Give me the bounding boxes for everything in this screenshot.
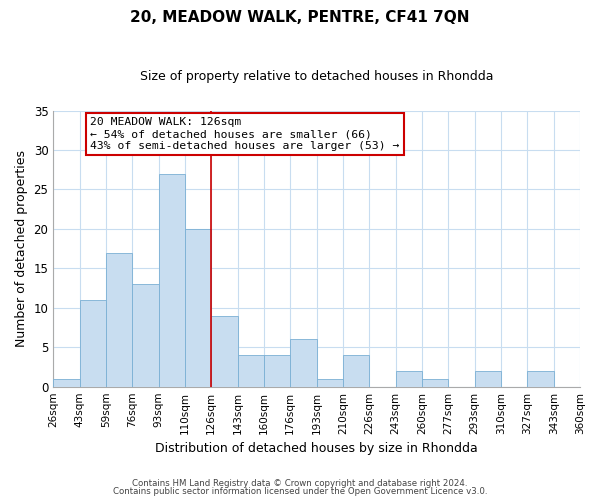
Y-axis label: Number of detached properties: Number of detached properties bbox=[15, 150, 28, 347]
Bar bbox=[343, 355, 370, 386]
Bar bbox=[422, 379, 448, 386]
Bar bbox=[527, 371, 554, 386]
Bar bbox=[238, 355, 264, 386]
Bar bbox=[290, 340, 317, 386]
Bar bbox=[185, 229, 211, 386]
Bar bbox=[475, 371, 501, 386]
Title: Size of property relative to detached houses in Rhondda: Size of property relative to detached ho… bbox=[140, 70, 493, 83]
Bar bbox=[158, 174, 185, 386]
Bar bbox=[106, 252, 132, 386]
Bar bbox=[395, 371, 422, 386]
Bar bbox=[80, 300, 106, 386]
Bar bbox=[53, 379, 80, 386]
X-axis label: Distribution of detached houses by size in Rhondda: Distribution of detached houses by size … bbox=[155, 442, 478, 455]
Text: 20 MEADOW WALK: 126sqm
← 54% of detached houses are smaller (66)
43% of semi-det: 20 MEADOW WALK: 126sqm ← 54% of detached… bbox=[90, 118, 400, 150]
Bar bbox=[264, 355, 290, 386]
Bar bbox=[132, 284, 158, 386]
Text: 20, MEADOW WALK, PENTRE, CF41 7QN: 20, MEADOW WALK, PENTRE, CF41 7QN bbox=[130, 10, 470, 25]
Bar bbox=[317, 379, 343, 386]
Text: Contains HM Land Registry data © Crown copyright and database right 2024.: Contains HM Land Registry data © Crown c… bbox=[132, 478, 468, 488]
Bar bbox=[211, 316, 238, 386]
Text: Contains public sector information licensed under the Open Government Licence v3: Contains public sector information licen… bbox=[113, 487, 487, 496]
